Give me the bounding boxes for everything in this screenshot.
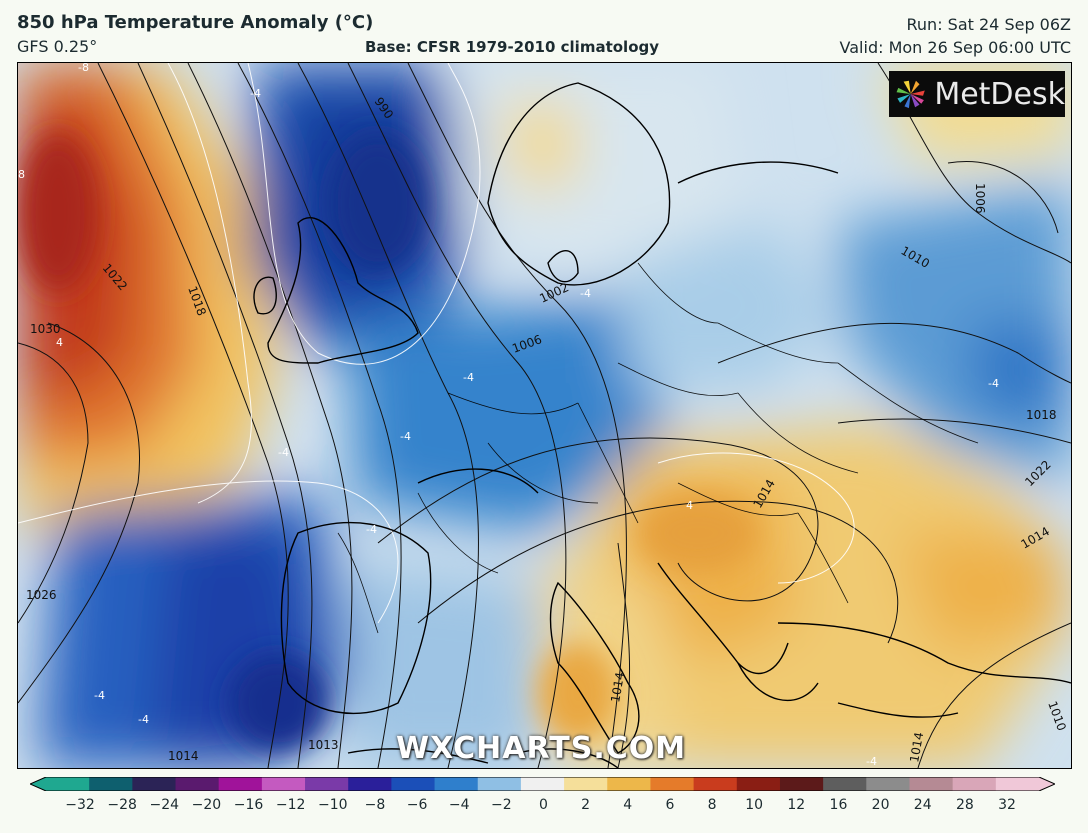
colorbar-tick-label: 28 (955, 797, 974, 813)
colorbar-segment (736, 777, 781, 791)
colorbar-segment (218, 777, 263, 791)
colorbar-tick-label: 8 (707, 797, 717, 813)
colorbar-segment (305, 777, 349, 791)
colorbar-segment (564, 777, 608, 791)
anomaly-label: 4 (56, 336, 63, 349)
colorbar-tick-label: 32 (998, 797, 1016, 813)
colorbar-segment (952, 777, 997, 791)
colorbar-tick-label: −20 (191, 797, 222, 813)
colorbar-segment (650, 777, 695, 791)
colorbar-segment (823, 777, 867, 791)
anomaly-label: -4 (400, 430, 411, 443)
colorbar-segment (434, 777, 479, 791)
colorbar-tick-label: 16 (829, 797, 848, 813)
chart-title: 850 hPa Temperature Anomaly (°C) (17, 12, 374, 33)
colorbar-tick-label: 12 (787, 797, 806, 813)
colorbar-tick-label: 0 (539, 797, 548, 813)
isobar-label: 1026 (26, 588, 57, 602)
base-climatology-label: Base: CFSR 1979-2010 climatology (365, 38, 660, 56)
colorbar-segment (995, 777, 1040, 791)
isobar-label: 1013 (308, 738, 339, 752)
colorbar-tick-label: 10 (745, 797, 764, 813)
anomaly-label: 4 (686, 499, 693, 512)
isobar-label: 1014 (907, 731, 926, 764)
anomaly-label: -4 (366, 523, 377, 536)
colorbar-segment (607, 777, 651, 791)
metdesk-logo-text: MetDesk (934, 76, 1065, 112)
colorbar-segment (693, 777, 738, 791)
coastlines (253, 82, 1071, 768)
colorbar-tick-label: −2 (491, 797, 512, 813)
isobar-lines (18, 63, 1071, 768)
anomaly-label: -4 (278, 446, 289, 459)
colorbar-segment (866, 777, 910, 791)
anomaly-label: -4 (580, 287, 591, 300)
colorbar-tick-label: −28 (107, 797, 137, 813)
map-canvas: 1030 1022 1018 990 1006 1002 1010 1006 1… (18, 63, 1071, 768)
anomaly-label-group: -8 -4 4 -4 -4 -4 -4 -4 -4 -4 4 -4 8 -4 (18, 63, 999, 768)
colorbar-tick-label: −16 (233, 797, 264, 813)
colorbar-segment (520, 777, 565, 791)
country-borders (337, 262, 979, 634)
colorbar-tick-label: −24 (149, 797, 180, 813)
model-label: GFS 0.25° (17, 37, 98, 56)
anomaly-contours (18, 63, 855, 624)
anomaly-label: -4 (94, 689, 105, 702)
colorbar-tick-label: −32 (65, 797, 95, 813)
colorbar-right-arrow (1039, 777, 1055, 791)
anomaly-label: -8 (78, 63, 89, 74)
run-label: Run: Sat 24 Sep 06Z (906, 15, 1071, 34)
colorbar-segment (477, 777, 522, 791)
isobar-label: 1030 (30, 322, 61, 336)
colorbar-segment (175, 777, 220, 791)
colorbar-segment (348, 777, 392, 791)
metdesk-logo: MetDesk (889, 71, 1065, 117)
colorbar-tick-label: 24 (913, 797, 932, 813)
anomaly-label: -4 (138, 713, 149, 726)
isobar-label: 1006 (973, 183, 987, 214)
wxcharts-watermark: WXCHARTS.COM (396, 731, 687, 766)
anomaly-label: -4 (866, 755, 877, 768)
colorbar-segment (779, 777, 824, 791)
colorbar-segment (909, 777, 954, 791)
colorbar-segment (46, 777, 90, 791)
anomaly-map: 1030 1022 1018 990 1006 1002 1010 1006 1… (17, 62, 1072, 769)
colorbar-tick-label: 4 (623, 797, 633, 813)
colorbar-segment (89, 777, 133, 791)
colorbar-left-arrow (30, 777, 46, 791)
anomaly-label: -4 (250, 87, 261, 100)
colorbar-segment (132, 777, 177, 791)
colorbar (30, 777, 1055, 791)
colorbar-tick-label: 2 (581, 797, 591, 813)
colorbar-segment (261, 777, 306, 791)
colorbar-tick-label: −10 (318, 797, 348, 813)
colorbar-segment (391, 777, 436, 791)
colorbar-tick-label: −6 (406, 797, 428, 813)
anomaly-field-detail (18, 133, 758, 753)
isobar-label: 1018 (1026, 408, 1057, 422)
valid-time-label: Valid: Mon 26 Sep 06:00 UTC (839, 38, 1071, 57)
colorbar-tick-label: −8 (364, 797, 386, 813)
anomaly-label: -4 (463, 371, 474, 384)
anomaly-label: 8 (18, 168, 25, 181)
colorbar-tick-label: −12 (275, 797, 306, 813)
colorbar-tick-label: 20 (871, 797, 890, 813)
colorbar-tick-label: 6 (665, 797, 675, 813)
colorbar-tick-label: −4 (448, 797, 470, 813)
metdesk-pinwheel-icon (896, 80, 925, 109)
isobar-label: 1014 (608, 671, 627, 704)
isobar-label: 1014 (168, 749, 199, 763)
anomaly-label: -4 (988, 377, 999, 390)
